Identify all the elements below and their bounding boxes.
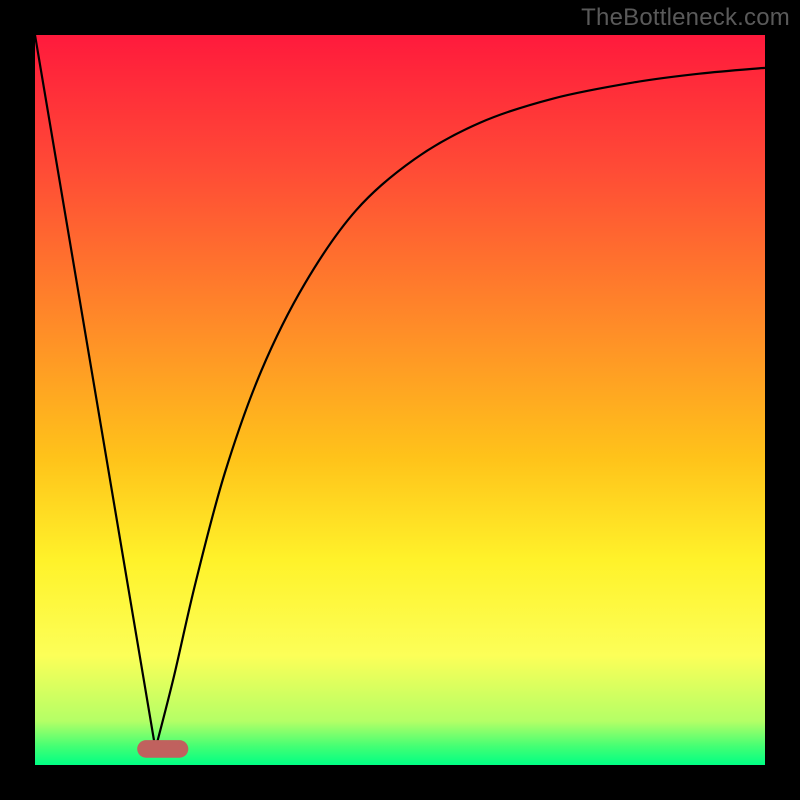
chart-container: TheBottleneck.com xyxy=(0,0,800,800)
bottleneck-chart xyxy=(0,0,800,800)
plot-background xyxy=(35,35,765,765)
watermark-text: TheBottleneck.com xyxy=(581,4,790,32)
optimum-marker xyxy=(137,740,188,758)
